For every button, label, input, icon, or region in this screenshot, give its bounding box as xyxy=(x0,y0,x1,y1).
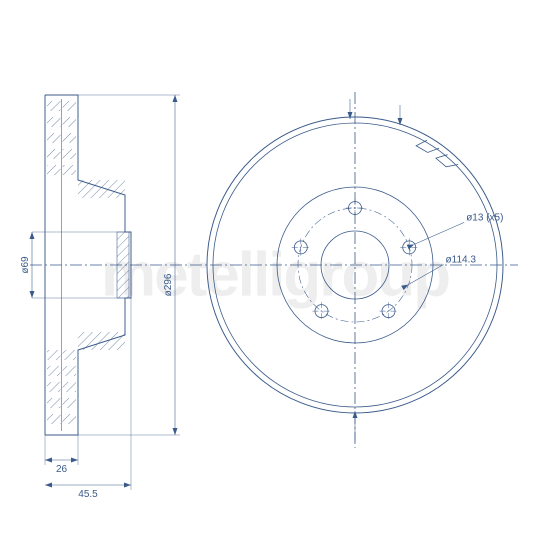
dimension-label: ø296 xyxy=(163,273,174,296)
dimension-label: ø69 xyxy=(20,256,31,274)
drawing-canvas: ø69 ø296 26 45.5 ø114.3 ø13 (x5) xyxy=(0,0,550,550)
dimension-label: ø13 (x5) xyxy=(466,212,503,223)
dimension-label: 45.5 xyxy=(78,489,98,500)
dimension-label: ø114.3 xyxy=(446,254,477,265)
dimension-label: 26 xyxy=(56,464,68,475)
